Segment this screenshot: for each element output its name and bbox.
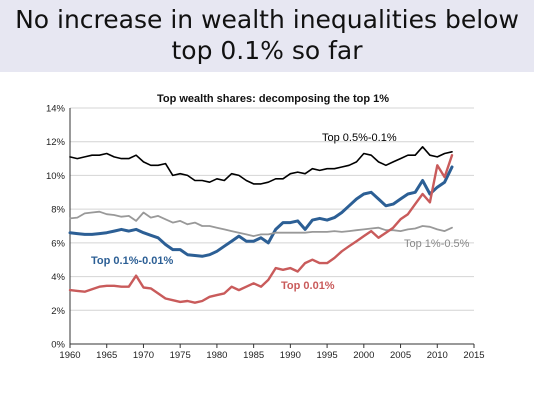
- series-labels: Top 0.5%-0.1% Top 0.1%-0.01% Top 1%-0.5% To…: [91, 132, 470, 292]
- series-label: Top 1%-0.5%: [404, 238, 470, 250]
- x-tick-label: 1980: [206, 350, 227, 361]
- x-tick-label: 1970: [133, 350, 154, 361]
- y-tick-label: 2%: [51, 306, 65, 317]
- wealth-shares-chart: Top wealth shares: decomposing the top 1…: [46, 93, 485, 362]
- slide-title-line-2: top 0.1% so far: [171, 36, 363, 65]
- y-tick-label: 8%: [51, 205, 65, 216]
- y-tick-label: 4%: [51, 272, 65, 283]
- series-line: [68, 165, 454, 258]
- series-label: Top 0.01%: [281, 280, 335, 292]
- x-tick-label: 2005: [390, 350, 411, 361]
- x-tick-label: 1960: [59, 350, 80, 361]
- x-tick-label: 1965: [96, 350, 117, 361]
- x-tick-label: 1985: [243, 350, 264, 361]
- series-line: [68, 153, 454, 304]
- x-tick-label: 2010: [427, 350, 448, 361]
- slide-title-line-1: No increase in wealth inequalities below: [15, 5, 519, 34]
- gridlines: [70, 107, 474, 345]
- axes: 0% 2% 4% 6% 8% 10% 12% 14% 1960 1965 1970 1975 1980 1…: [46, 104, 485, 362]
- chart-title: Top wealth shares: decomposing the top 1…: [157, 93, 389, 105]
- x-tick-label: 2015: [463, 350, 484, 361]
- y-tick-label: 10%: [46, 171, 66, 182]
- y-tick-label: 0%: [51, 340, 65, 351]
- series-line: [69, 146, 453, 185]
- y-tick-label: 14%: [46, 104, 66, 115]
- x-tick-label: 1995: [317, 350, 338, 361]
- x-tick-label: 2000: [353, 350, 374, 361]
- series-label: Top 0.5%-0.1%: [322, 132, 397, 144]
- series-lines: [68, 146, 454, 304]
- series-line: [69, 210, 453, 238]
- x-tick-label: 1990: [280, 350, 301, 361]
- x-tick-label: 1975: [170, 350, 191, 361]
- series-label: Top 0.1%-0.01%: [91, 255, 174, 267]
- title-band: No increase in wealth inequalities below…: [0, 0, 534, 72]
- y-tick-label: 12%: [46, 137, 66, 148]
- y-tick-label: 6%: [51, 238, 65, 249]
